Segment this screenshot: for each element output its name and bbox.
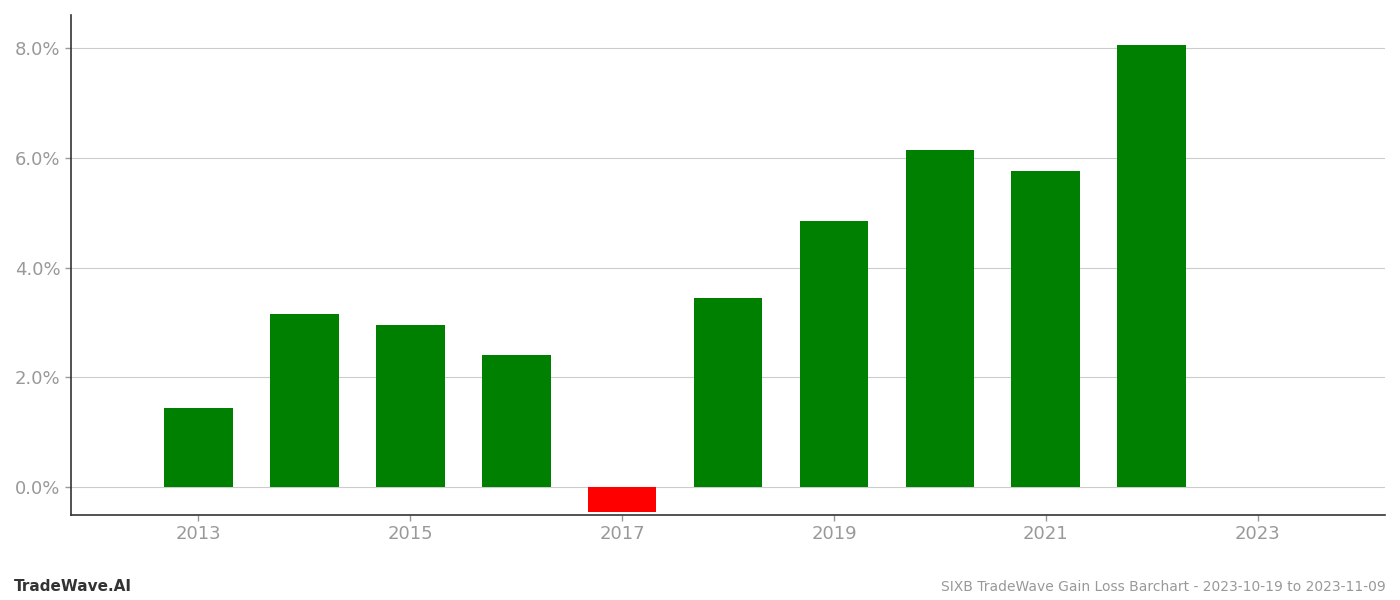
Bar: [693, 298, 763, 487]
Bar: [1011, 172, 1081, 487]
Bar: [1117, 45, 1186, 487]
Text: SIXB TradeWave Gain Loss Barchart - 2023-10-19 to 2023-11-09: SIXB TradeWave Gain Loss Barchart - 2023…: [941, 580, 1386, 594]
Bar: [799, 221, 868, 487]
Bar: [270, 314, 339, 487]
Bar: [588, 487, 657, 512]
Bar: [375, 325, 445, 487]
Bar: [482, 355, 550, 487]
Bar: [164, 407, 232, 487]
Bar: [906, 149, 974, 487]
Text: TradeWave.AI: TradeWave.AI: [14, 579, 132, 594]
